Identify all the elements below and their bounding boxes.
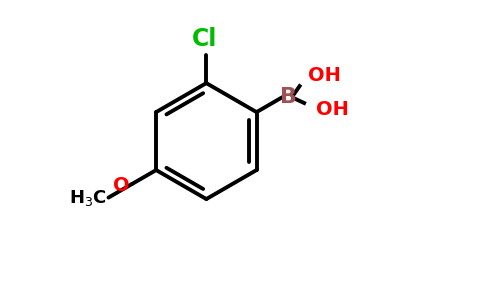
Text: B: B <box>280 87 297 107</box>
Text: Cl: Cl <box>192 27 217 51</box>
Text: O: O <box>113 176 129 195</box>
Text: OH: OH <box>316 100 349 119</box>
Text: OH: OH <box>308 66 341 85</box>
Text: H$_3$C: H$_3$C <box>69 188 107 208</box>
